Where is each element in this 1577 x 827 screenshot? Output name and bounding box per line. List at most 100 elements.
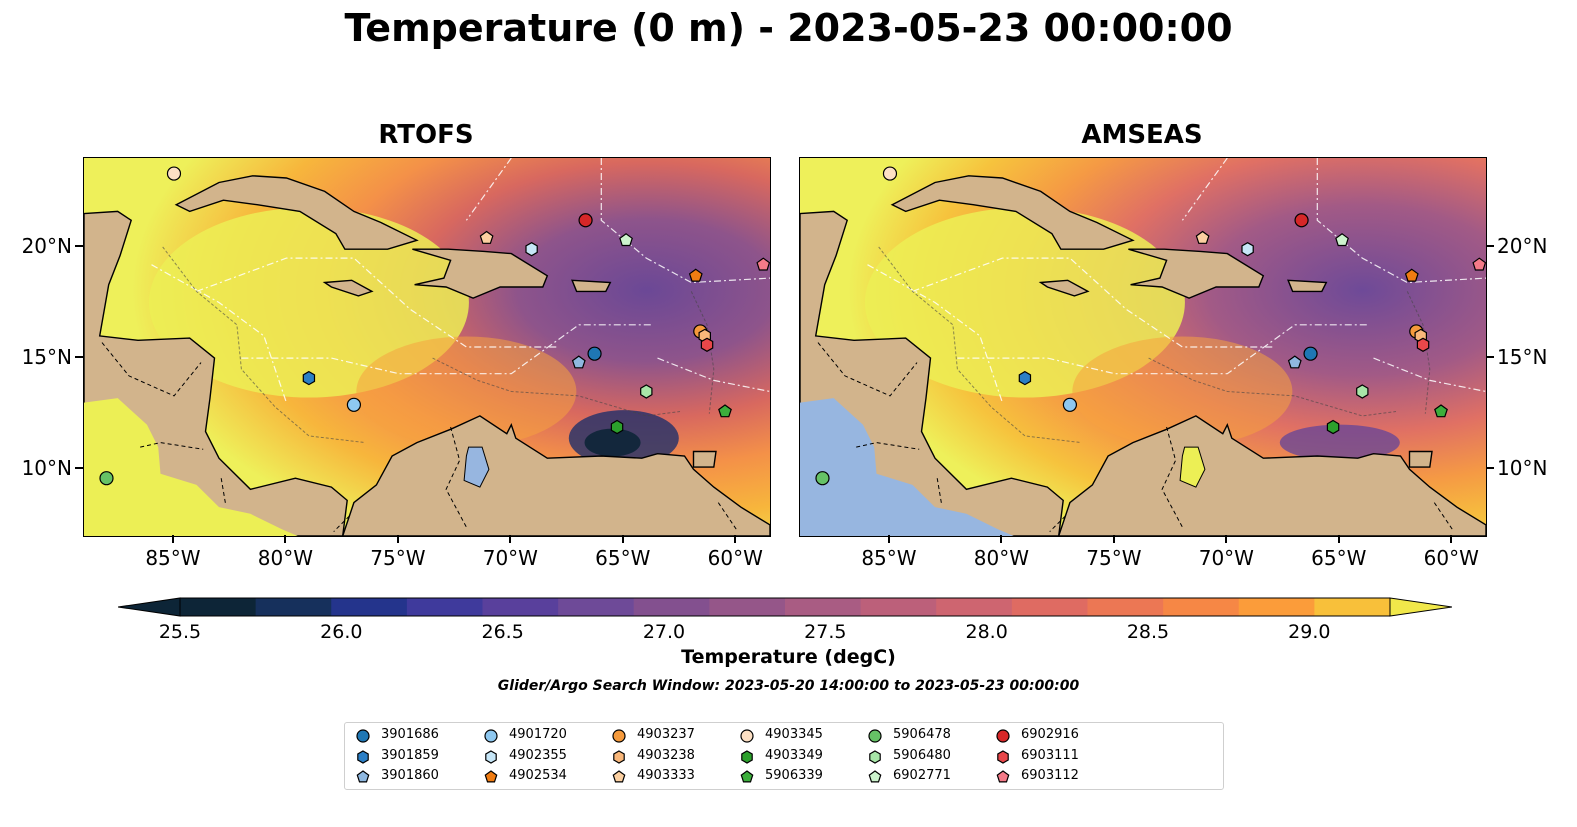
hexagon-icon (357, 749, 369, 764)
float-marker-3901859 (302, 370, 316, 386)
colorbar-bin (1314, 598, 1391, 616)
legend-marker-icon (997, 749, 1009, 764)
country-border (140, 442, 204, 450)
colorbar-min-extend (118, 597, 181, 617)
float-marker-6903111 (700, 337, 714, 352)
legend-marker-icon (484, 729, 498, 743)
float-marker-4901720 (1062, 397, 1078, 412)
map-panel-amseas (799, 157, 1487, 537)
lon-tick-label: 70°W (1198, 546, 1254, 570)
colorbar-tick-label: 26.0 (320, 621, 363, 643)
eez-boundary (657, 357, 770, 393)
float-marker-5906339 (1434, 404, 1448, 418)
land-southAm (341, 415, 770, 536)
pentagon-icon (868, 770, 882, 783)
colorbar-bin (785, 598, 862, 616)
lon-tick-label: 85°W (145, 546, 201, 570)
lake-maracaibo (463, 446, 490, 488)
colorbar-bin (331, 598, 408, 616)
colorbar-max-extend (1389, 597, 1452, 617)
bathymetry-contour (162, 246, 366, 444)
lon-tick-label: 70°W (482, 546, 538, 570)
country-border (817, 342, 918, 397)
lon-tick-label: 65°W (595, 546, 651, 570)
lon-tick-mark (1000, 535, 1003, 543)
circle-icon (612, 729, 626, 743)
float-marker-6903111 (1416, 337, 1430, 352)
colorbar-tick-label: 26.5 (481, 621, 524, 643)
warm-water-patch (864, 207, 1185, 398)
float-marker-4903345 (882, 166, 898, 181)
pentagon-icon (612, 770, 626, 783)
float-marker-6902771 (1335, 233, 1349, 247)
colorbar-tick-label: 28.0 (965, 621, 1008, 643)
legend-label: 4903237 (637, 727, 695, 742)
lon-tick-label: 85°W (861, 546, 917, 570)
float-marker-5906478 (99, 471, 114, 486)
country-border (1049, 515, 1066, 532)
eez-boundary (151, 264, 287, 403)
legend-marker-icon (741, 749, 753, 764)
country-border (856, 442, 920, 450)
legend-marker-icon (740, 729, 754, 743)
hexagon-icon (613, 749, 625, 764)
eez-boundary (867, 264, 1003, 403)
hexagon-icon (741, 749, 753, 764)
legend-label: 4902534 (509, 768, 567, 783)
colorbar-tick-label: 25.5 (158, 621, 202, 643)
country-border (333, 515, 350, 532)
country-border (1161, 426, 1183, 528)
legend-label: 4901720 (509, 727, 567, 742)
float-marker-6903112 (756, 257, 770, 271)
country-border (936, 478, 943, 505)
lon-tick-label: 80°W (257, 546, 314, 570)
legend-marker-icon (612, 770, 626, 783)
lon-tick-label: 60°W (707, 546, 763, 570)
legend-marker-icon (356, 729, 370, 743)
colorbar-label: Temperature (degC) (681, 646, 896, 668)
eez-boundary (465, 158, 512, 221)
colorbar-bin (1238, 598, 1315, 616)
legend-label: 6902916 (1021, 727, 1079, 742)
hexagon-icon (485, 749, 497, 764)
lat-tick-mark (75, 467, 83, 470)
float-marker-3901686 (1303, 346, 1318, 361)
land-cuba (174, 175, 419, 250)
lon-tick-mark (887, 535, 890, 543)
warm-water-patch (148, 207, 469, 398)
legend-label: 5906478 (893, 727, 951, 742)
lat-tick-mark (1486, 244, 1494, 247)
float-marker-3901860 (571, 355, 586, 369)
lon-tick-label: 65°W (1311, 546, 1367, 570)
lon-tick-mark (284, 535, 287, 543)
lat-tick-mark (1486, 467, 1494, 470)
legend-marker-icon (869, 749, 881, 764)
land-puertorico (571, 279, 612, 293)
float-marker-4903333 (479, 230, 494, 244)
float-marker-4903345 (166, 166, 182, 181)
colorbar-bin (1163, 598, 1240, 616)
circle-icon (484, 729, 498, 743)
eez-boundary (241, 324, 651, 375)
colorbar-bin (633, 598, 710, 616)
float-marker-4902534 (1404, 268, 1419, 282)
legend-label: 5906339 (765, 768, 823, 783)
land-trinidad (1408, 450, 1433, 468)
float-marker-5906478 (815, 471, 830, 486)
country-border (717, 502, 737, 530)
pacific-ocean (800, 398, 1014, 536)
hexagon-icon (997, 749, 1009, 764)
legend-label: 6903112 (1021, 768, 1079, 783)
eez-boundary (912, 257, 1273, 348)
lon-tick-mark (171, 535, 174, 543)
legend-marker-icon (996, 770, 1010, 783)
float-marker-4902355 (525, 242, 538, 257)
colorbar-tick-label: 27.0 (642, 621, 686, 643)
legend-marker-icon (868, 770, 882, 783)
lon-tick-mark (1337, 535, 1340, 543)
bathymetry-contour (432, 357, 681, 417)
upwelling-cold-patch (1279, 424, 1400, 461)
colorbar-tick-label: 28.5 (1126, 621, 1170, 643)
float-marker-4903349 (610, 419, 624, 435)
lat-tick-label: 20°N (1497, 233, 1548, 258)
